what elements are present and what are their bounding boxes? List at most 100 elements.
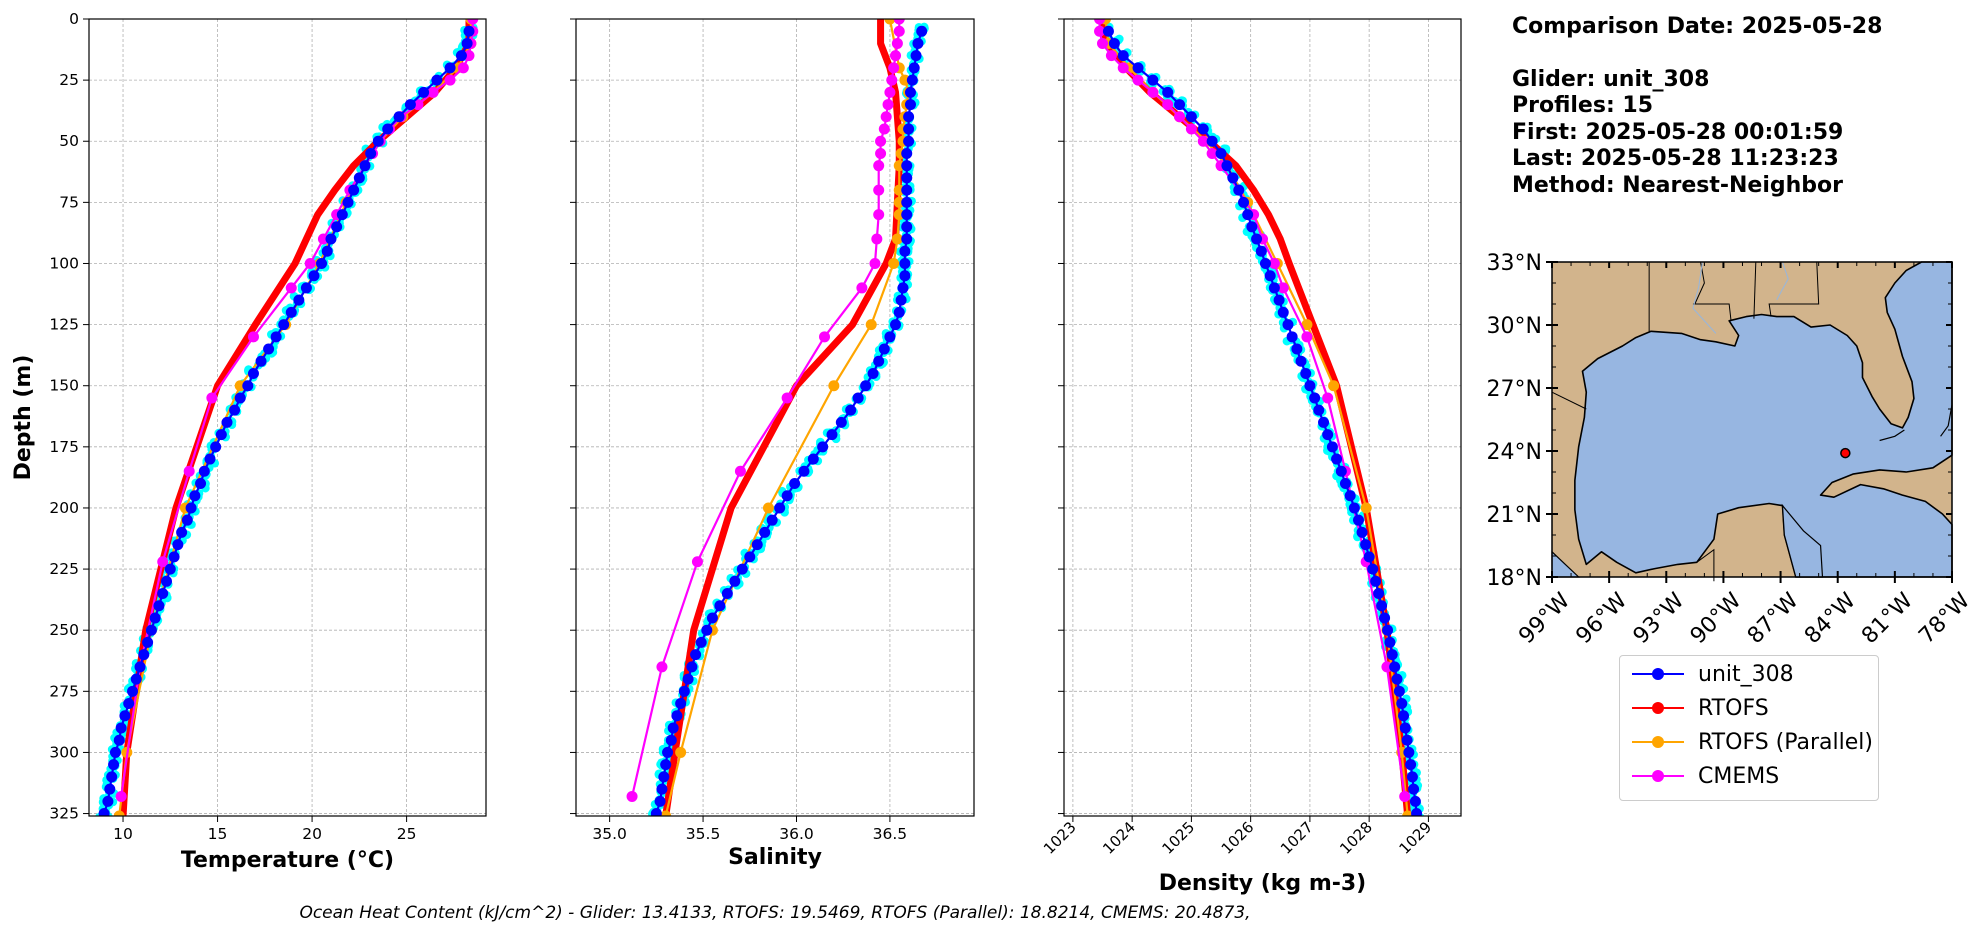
series-line: [1099, 19, 1412, 816]
legend-swatch-rtofs-parallel: [1630, 732, 1686, 752]
series-line: [664, 19, 910, 816]
x-tick-label: 20: [302, 825, 322, 843]
map-lon-label: 90°W: [1686, 588, 1747, 649]
data-point: [1309, 392, 1321, 404]
data-point: [1304, 380, 1316, 392]
data-point: [904, 99, 916, 111]
data-point: [1132, 62, 1144, 74]
data-point: [1339, 478, 1351, 490]
data-point: [875, 147, 887, 159]
data-point: [884, 19, 896, 25]
data-point: [98, 808, 110, 816]
data-point: [1322, 392, 1334, 404]
data-point: [781, 490, 793, 502]
data-point: [1221, 160, 1233, 172]
series-cmems: [626, 19, 905, 802]
data-point: [908, 62, 920, 74]
y-tick-label: 125: [49, 316, 79, 334]
series-line: [1104, 19, 1409, 816]
map-lon-label: 93°W: [1629, 588, 1690, 649]
data-point: [1300, 367, 1312, 379]
data-point: [1405, 759, 1417, 771]
data-point: [744, 551, 756, 563]
y-tick-label: 275: [49, 682, 79, 700]
panel-1: 10 15 20 2502550751001251501752002252502753…: [11, 10, 487, 873]
data-point: [1335, 465, 1347, 477]
data-point: [1268, 282, 1280, 294]
data-point: [1185, 123, 1197, 135]
data-point: [886, 74, 898, 86]
last-time: Last: 2025-05-28 11:23:23: [1512, 146, 1839, 171]
series-rtofs-parallel-: [113, 19, 477, 816]
data-point: [142, 636, 154, 648]
data-point: [444, 74, 456, 86]
data-point: [123, 698, 135, 710]
data-point: [826, 429, 838, 441]
data-point: [134, 661, 146, 673]
legend: unit_308 RTOFS RTOFS (Parallel) CMEMS: [1619, 655, 1879, 801]
data-point: [906, 74, 918, 86]
data-point: [1348, 502, 1360, 514]
data-point: [665, 734, 677, 746]
x-tick-label: 36.0: [779, 825, 814, 843]
data-point: [206, 392, 218, 404]
legend-item-cmems: CMEMS: [1630, 761, 1779, 791]
data-point: [867, 367, 879, 379]
data-point: [221, 416, 233, 428]
data-point: [903, 123, 915, 135]
data-point: [695, 636, 707, 648]
map-border: [1768, 261, 1820, 317]
data-point: [157, 588, 169, 600]
data-point: [852, 392, 864, 404]
series-unit-308: [1102, 25, 1423, 816]
data-point: [1401, 734, 1413, 746]
data-point: [878, 123, 890, 135]
data-point: [431, 74, 443, 86]
data-point: [662, 746, 674, 758]
series-rtofs-parallel-: [1099, 19, 1414, 816]
axes-frame: [575, 18, 975, 817]
data-point: [1242, 209, 1254, 221]
data-point: [263, 343, 275, 355]
x-tick-label: 1024: [1099, 818, 1139, 858]
x-tick-label: 25: [397, 825, 417, 843]
series-rtofs: [119, 19, 473, 816]
data-point: [242, 380, 254, 392]
panel-2: 35.0 35.5 36.0 36.5 Salinity: [570, 18, 975, 870]
data-point: [865, 319, 877, 331]
series-unit-308: [650, 25, 928, 816]
plot-area: [95, 19, 479, 816]
data-point: [1268, 257, 1280, 269]
x-tick-label: 36.5: [873, 825, 908, 843]
data-point: [1255, 245, 1267, 257]
data-point: [686, 661, 698, 673]
x-tick-label: 1026: [1218, 818, 1258, 858]
legend-label: CMEMS: [1698, 763, 1780, 789]
data-point: [901, 196, 913, 208]
x-tick-label: 10: [113, 825, 133, 843]
data-point: [1174, 99, 1186, 111]
data-point: [835, 416, 847, 428]
data-point: [119, 710, 131, 722]
map-border: [1753, 261, 1757, 319]
data-point: [736, 563, 748, 575]
data-point: [1384, 636, 1396, 648]
data-point: [880, 111, 892, 123]
data-point: [115, 790, 127, 802]
data-point: [172, 539, 184, 551]
legend-swatch-rtofs: [1630, 698, 1686, 718]
data-point: [189, 490, 201, 502]
data-point: [325, 233, 337, 245]
plot-area: [626, 19, 929, 816]
data-point: [650, 808, 662, 816]
data-point: [161, 575, 173, 587]
map-frame: [1551, 261, 1953, 578]
series-rtofs-parallel-: [660, 19, 915, 816]
location-map: 33°N 30°N 27°N 24°N 21°N 18°N99°W96°W93°W90°W…: [1487, 251, 1976, 649]
panel-3: 1023 1024 1025 1026 1027 1028 1029 Density (kg …: [1040, 18, 1462, 896]
data-point: [882, 99, 894, 111]
data-point: [819, 331, 831, 343]
x-tick-label: 35.0: [592, 825, 627, 843]
data-point: [1367, 563, 1379, 575]
series-line: [119, 19, 473, 816]
